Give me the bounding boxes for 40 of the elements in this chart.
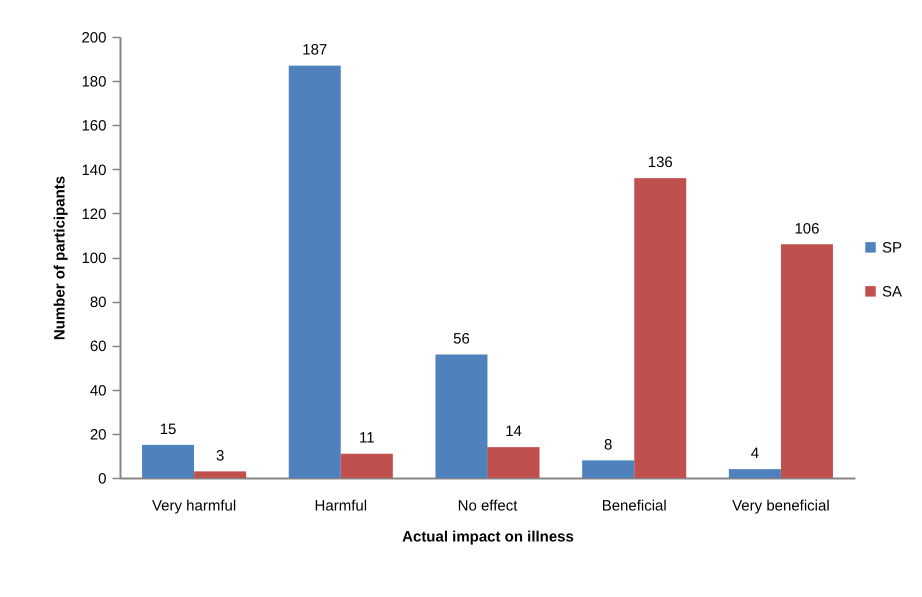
bar	[634, 178, 686, 478]
bar	[142, 444, 194, 478]
data-label: 56	[453, 330, 470, 348]
x-tick-label: Very beneficial	[732, 498, 830, 514]
x-axis-title: Actual impact on illness	[402, 528, 574, 546]
x-tick-label: Very harmful	[152, 498, 236, 514]
y-tick-label: 120	[81, 206, 106, 223]
bar	[488, 447, 540, 478]
data-label: 14	[505, 423, 522, 440]
bar	[194, 471, 246, 478]
legend-label: SA	[882, 283, 902, 300]
x-tick-label: Beneficial	[602, 498, 667, 514]
y-tick-label: 20	[90, 426, 106, 444]
y-tick-label: 200	[81, 30, 106, 46]
x-tick-label: Harmful	[314, 498, 368, 514]
y-tick-label: 80	[90, 294, 106, 312]
bar	[582, 460, 634, 478]
bar	[340, 454, 393, 478]
y-tick-label: 160	[81, 118, 106, 135]
bar	[435, 354, 488, 478]
y-tick-label: 40	[90, 382, 106, 400]
bar	[728, 469, 781, 478]
y-tick-label: 0	[98, 470, 106, 488]
y-axis-title: Number of participants	[51, 176, 68, 340]
bar	[288, 66, 341, 478]
legend-label: SP	[882, 239, 902, 256]
y-tick-label: 100	[81, 250, 106, 267]
data-label: 3	[216, 447, 224, 464]
y-tick-label: 60	[90, 338, 106, 356]
y-tick-label: 140	[81, 162, 106, 179]
bar	[780, 244, 833, 478]
x-tick-label: No effect	[458, 498, 518, 514]
data-label: 11	[359, 430, 375, 447]
data-label: 15	[160, 420, 176, 438]
data-label: 4	[750, 445, 760, 462]
data-label: 8	[604, 436, 612, 454]
data-label: 136	[648, 154, 673, 172]
y-tick-label: 180	[81, 74, 106, 91]
data-label: 106	[794, 220, 820, 238]
data-label: 187	[302, 42, 328, 59]
